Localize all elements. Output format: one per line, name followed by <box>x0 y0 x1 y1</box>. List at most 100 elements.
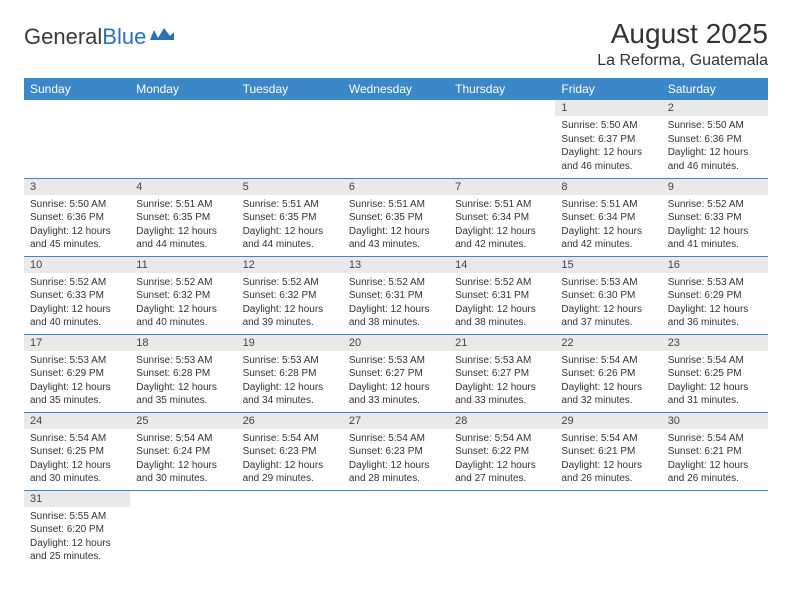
calendar-cell <box>555 490 661 568</box>
day-number: 4 <box>130 179 236 195</box>
calendar-cell: 6Sunrise: 5:51 AMSunset: 6:35 PMDaylight… <box>343 178 449 256</box>
day-number: 16 <box>662 257 768 273</box>
calendar-cell <box>130 490 236 568</box>
day-number: 6 <box>343 179 449 195</box>
day-number: 8 <box>555 179 661 195</box>
calendar-cell: 13Sunrise: 5:52 AMSunset: 6:31 PMDayligh… <box>343 256 449 334</box>
logo: GeneralBlue <box>24 24 174 50</box>
calendar-cell: 11Sunrise: 5:52 AMSunset: 6:32 PMDayligh… <box>130 256 236 334</box>
calendar-cell: 19Sunrise: 5:53 AMSunset: 6:28 PMDayligh… <box>237 334 343 412</box>
calendar-cell: 25Sunrise: 5:54 AMSunset: 6:24 PMDayligh… <box>130 412 236 490</box>
weekday-header: Monday <box>130 78 236 100</box>
location: La Reforma, Guatemala <box>597 52 768 70</box>
day-details: Sunrise: 5:54 AMSunset: 6:24 PMDaylight:… <box>130 429 236 490</box>
calendar-cell: 8Sunrise: 5:51 AMSunset: 6:34 PMDaylight… <box>555 178 661 256</box>
header: GeneralBlue August 2025 La Reforma, Guat… <box>24 18 768 70</box>
calendar-cell: 1Sunrise: 5:50 AMSunset: 6:37 PMDaylight… <box>555 100 661 178</box>
day-number: 23 <box>662 335 768 351</box>
calendar-body: 1Sunrise: 5:50 AMSunset: 6:37 PMDaylight… <box>24 100 768 568</box>
day-details: Sunrise: 5:53 AMSunset: 6:29 PMDaylight:… <box>662 273 768 334</box>
calendar-cell: 10Sunrise: 5:52 AMSunset: 6:33 PMDayligh… <box>24 256 130 334</box>
day-details: Sunrise: 5:53 AMSunset: 6:28 PMDaylight:… <box>130 351 236 412</box>
weekday-header: Wednesday <box>343 78 449 100</box>
day-details: Sunrise: 5:54 AMSunset: 6:22 PMDaylight:… <box>449 429 555 490</box>
title-block: August 2025 La Reforma, Guatemala <box>597 18 768 70</box>
day-details: Sunrise: 5:53 AMSunset: 6:27 PMDaylight:… <box>343 351 449 412</box>
day-details: Sunrise: 5:52 AMSunset: 6:32 PMDaylight:… <box>237 273 343 334</box>
day-number: 1 <box>555 100 661 116</box>
calendar-row: 10Sunrise: 5:52 AMSunset: 6:33 PMDayligh… <box>24 256 768 334</box>
day-number: 13 <box>343 257 449 273</box>
day-details: Sunrise: 5:54 AMSunset: 6:23 PMDaylight:… <box>237 429 343 490</box>
day-number: 14 <box>449 257 555 273</box>
day-details: Sunrise: 5:54 AMSunset: 6:26 PMDaylight:… <box>555 351 661 412</box>
calendar-cell: 22Sunrise: 5:54 AMSunset: 6:26 PMDayligh… <box>555 334 661 412</box>
day-details: Sunrise: 5:54 AMSunset: 6:25 PMDaylight:… <box>662 351 768 412</box>
calendar-cell: 30Sunrise: 5:54 AMSunset: 6:21 PMDayligh… <box>662 412 768 490</box>
day-number: 27 <box>343 413 449 429</box>
day-number: 2 <box>662 100 768 116</box>
calendar-cell: 29Sunrise: 5:54 AMSunset: 6:21 PMDayligh… <box>555 412 661 490</box>
day-number: 12 <box>237 257 343 273</box>
day-details: Sunrise: 5:53 AMSunset: 6:29 PMDaylight:… <box>24 351 130 412</box>
day-details: Sunrise: 5:53 AMSunset: 6:28 PMDaylight:… <box>237 351 343 412</box>
day-details: Sunrise: 5:50 AMSunset: 6:37 PMDaylight:… <box>555 116 661 177</box>
calendar-cell: 20Sunrise: 5:53 AMSunset: 6:27 PMDayligh… <box>343 334 449 412</box>
calendar-cell: 21Sunrise: 5:53 AMSunset: 6:27 PMDayligh… <box>449 334 555 412</box>
calendar-cell: 7Sunrise: 5:51 AMSunset: 6:34 PMDaylight… <box>449 178 555 256</box>
day-number: 26 <box>237 413 343 429</box>
calendar-cell: 12Sunrise: 5:52 AMSunset: 6:32 PMDayligh… <box>237 256 343 334</box>
calendar-cell <box>24 100 130 178</box>
day-details: Sunrise: 5:51 AMSunset: 6:34 PMDaylight:… <box>449 195 555 256</box>
calendar-cell: 15Sunrise: 5:53 AMSunset: 6:30 PMDayligh… <box>555 256 661 334</box>
calendar-table: SundayMondayTuesdayWednesdayThursdayFrid… <box>24 78 768 568</box>
calendar-cell: 17Sunrise: 5:53 AMSunset: 6:29 PMDayligh… <box>24 334 130 412</box>
day-number: 3 <box>24 179 130 195</box>
calendar-cell: 4Sunrise: 5:51 AMSunset: 6:35 PMDaylight… <box>130 178 236 256</box>
calendar-cell <box>237 100 343 178</box>
day-number: 20 <box>343 335 449 351</box>
calendar-cell <box>343 490 449 568</box>
calendar-row: 1Sunrise: 5:50 AMSunset: 6:37 PMDaylight… <box>24 100 768 178</box>
calendar-cell: 9Sunrise: 5:52 AMSunset: 6:33 PMDaylight… <box>662 178 768 256</box>
calendar-cell: 14Sunrise: 5:52 AMSunset: 6:31 PMDayligh… <box>449 256 555 334</box>
day-number: 24 <box>24 413 130 429</box>
calendar-cell <box>343 100 449 178</box>
day-number: 9 <box>662 179 768 195</box>
day-number: 15 <box>555 257 661 273</box>
day-details: Sunrise: 5:51 AMSunset: 6:34 PMDaylight:… <box>555 195 661 256</box>
day-number: 19 <box>237 335 343 351</box>
calendar-cell <box>237 490 343 568</box>
calendar-cell <box>130 100 236 178</box>
day-details: Sunrise: 5:54 AMSunset: 6:25 PMDaylight:… <box>24 429 130 490</box>
day-details: Sunrise: 5:54 AMSunset: 6:21 PMDaylight:… <box>662 429 768 490</box>
day-details: Sunrise: 5:50 AMSunset: 6:36 PMDaylight:… <box>662 116 768 177</box>
weekday-header: Sunday <box>24 78 130 100</box>
day-number: 10 <box>24 257 130 273</box>
day-details: Sunrise: 5:54 AMSunset: 6:23 PMDaylight:… <box>343 429 449 490</box>
day-number: 11 <box>130 257 236 273</box>
calendar-row: 31Sunrise: 5:55 AMSunset: 6:20 PMDayligh… <box>24 490 768 568</box>
day-details: Sunrise: 5:52 AMSunset: 6:31 PMDaylight:… <box>343 273 449 334</box>
calendar-cell <box>449 100 555 178</box>
day-number: 30 <box>662 413 768 429</box>
calendar-cell: 18Sunrise: 5:53 AMSunset: 6:28 PMDayligh… <box>130 334 236 412</box>
day-number: 31 <box>24 491 130 507</box>
calendar-cell: 16Sunrise: 5:53 AMSunset: 6:29 PMDayligh… <box>662 256 768 334</box>
day-number: 17 <box>24 335 130 351</box>
calendar-cell: 27Sunrise: 5:54 AMSunset: 6:23 PMDayligh… <box>343 412 449 490</box>
weekday-header: Thursday <box>449 78 555 100</box>
day-number: 21 <box>449 335 555 351</box>
day-details: Sunrise: 5:52 AMSunset: 6:33 PMDaylight:… <box>662 195 768 256</box>
weekday-header: Friday <box>555 78 661 100</box>
day-number: 5 <box>237 179 343 195</box>
weekday-header: Tuesday <box>237 78 343 100</box>
day-details: Sunrise: 5:53 AMSunset: 6:30 PMDaylight:… <box>555 273 661 334</box>
calendar-cell: 28Sunrise: 5:54 AMSunset: 6:22 PMDayligh… <box>449 412 555 490</box>
day-number: 28 <box>449 413 555 429</box>
day-details: Sunrise: 5:53 AMSunset: 6:27 PMDaylight:… <box>449 351 555 412</box>
calendar-cell <box>449 490 555 568</box>
calendar-cell: 31Sunrise: 5:55 AMSunset: 6:20 PMDayligh… <box>24 490 130 568</box>
month-title: August 2025 <box>597 18 768 50</box>
day-number: 25 <box>130 413 236 429</box>
